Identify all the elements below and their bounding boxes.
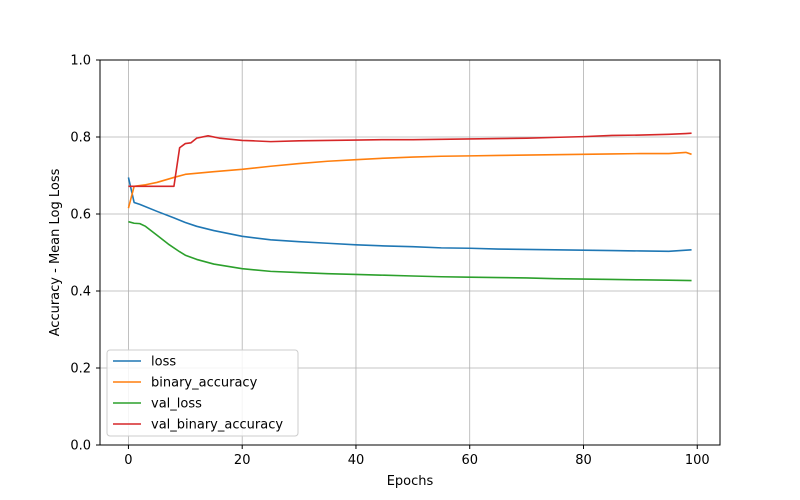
- x-tick-label: 40: [348, 453, 365, 468]
- y-tick-label: 0.8: [70, 131, 91, 146]
- x-tick-label: 60: [461, 453, 478, 468]
- x-tick-label: 20: [234, 453, 251, 468]
- y-tick-label: 0.6: [70, 208, 91, 223]
- axis-ticks: 0 20 40 60 80 100 0.0 0.2 0.4 0.6 0.8 1.0: [70, 54, 709, 469]
- series-line-val-loss: [128, 220, 692, 282]
- legend-box: [106, 349, 299, 437]
- x-tick-label: 80: [575, 453, 592, 468]
- series-line-binary-accuracy: [127, 151, 692, 209]
- plot-frame: [99, 59, 721, 446]
- series-line-val-binary-accuracy: [128, 132, 692, 188]
- y-tick-label: 0.2: [70, 362, 91, 377]
- y-axis-label: Accuracy - Mean Log Loss: [48, 168, 63, 336]
- y-tick-label: 0.4: [70, 285, 91, 300]
- x-tick-label: 0: [124, 453, 132, 468]
- legend-label: loss: [151, 355, 176, 370]
- y-tick-label: 0.0: [70, 439, 91, 454]
- x-tick-label: 100: [685, 453, 710, 468]
- series-line-loss: [127, 177, 692, 253]
- y-tick-label: 1.0: [70, 54, 91, 69]
- legend-label: binary_accuracy: [151, 376, 258, 391]
- legend-label: val_loss: [151, 397, 202, 412]
- legend: loss binary_accuracy val_loss val_binary_ac…: [106, 349, 299, 437]
- series-lines: [127, 132, 692, 282]
- legend-label: val_binary_accuracy: [151, 418, 283, 433]
- x-axis-label: Epochs: [387, 474, 434, 489]
